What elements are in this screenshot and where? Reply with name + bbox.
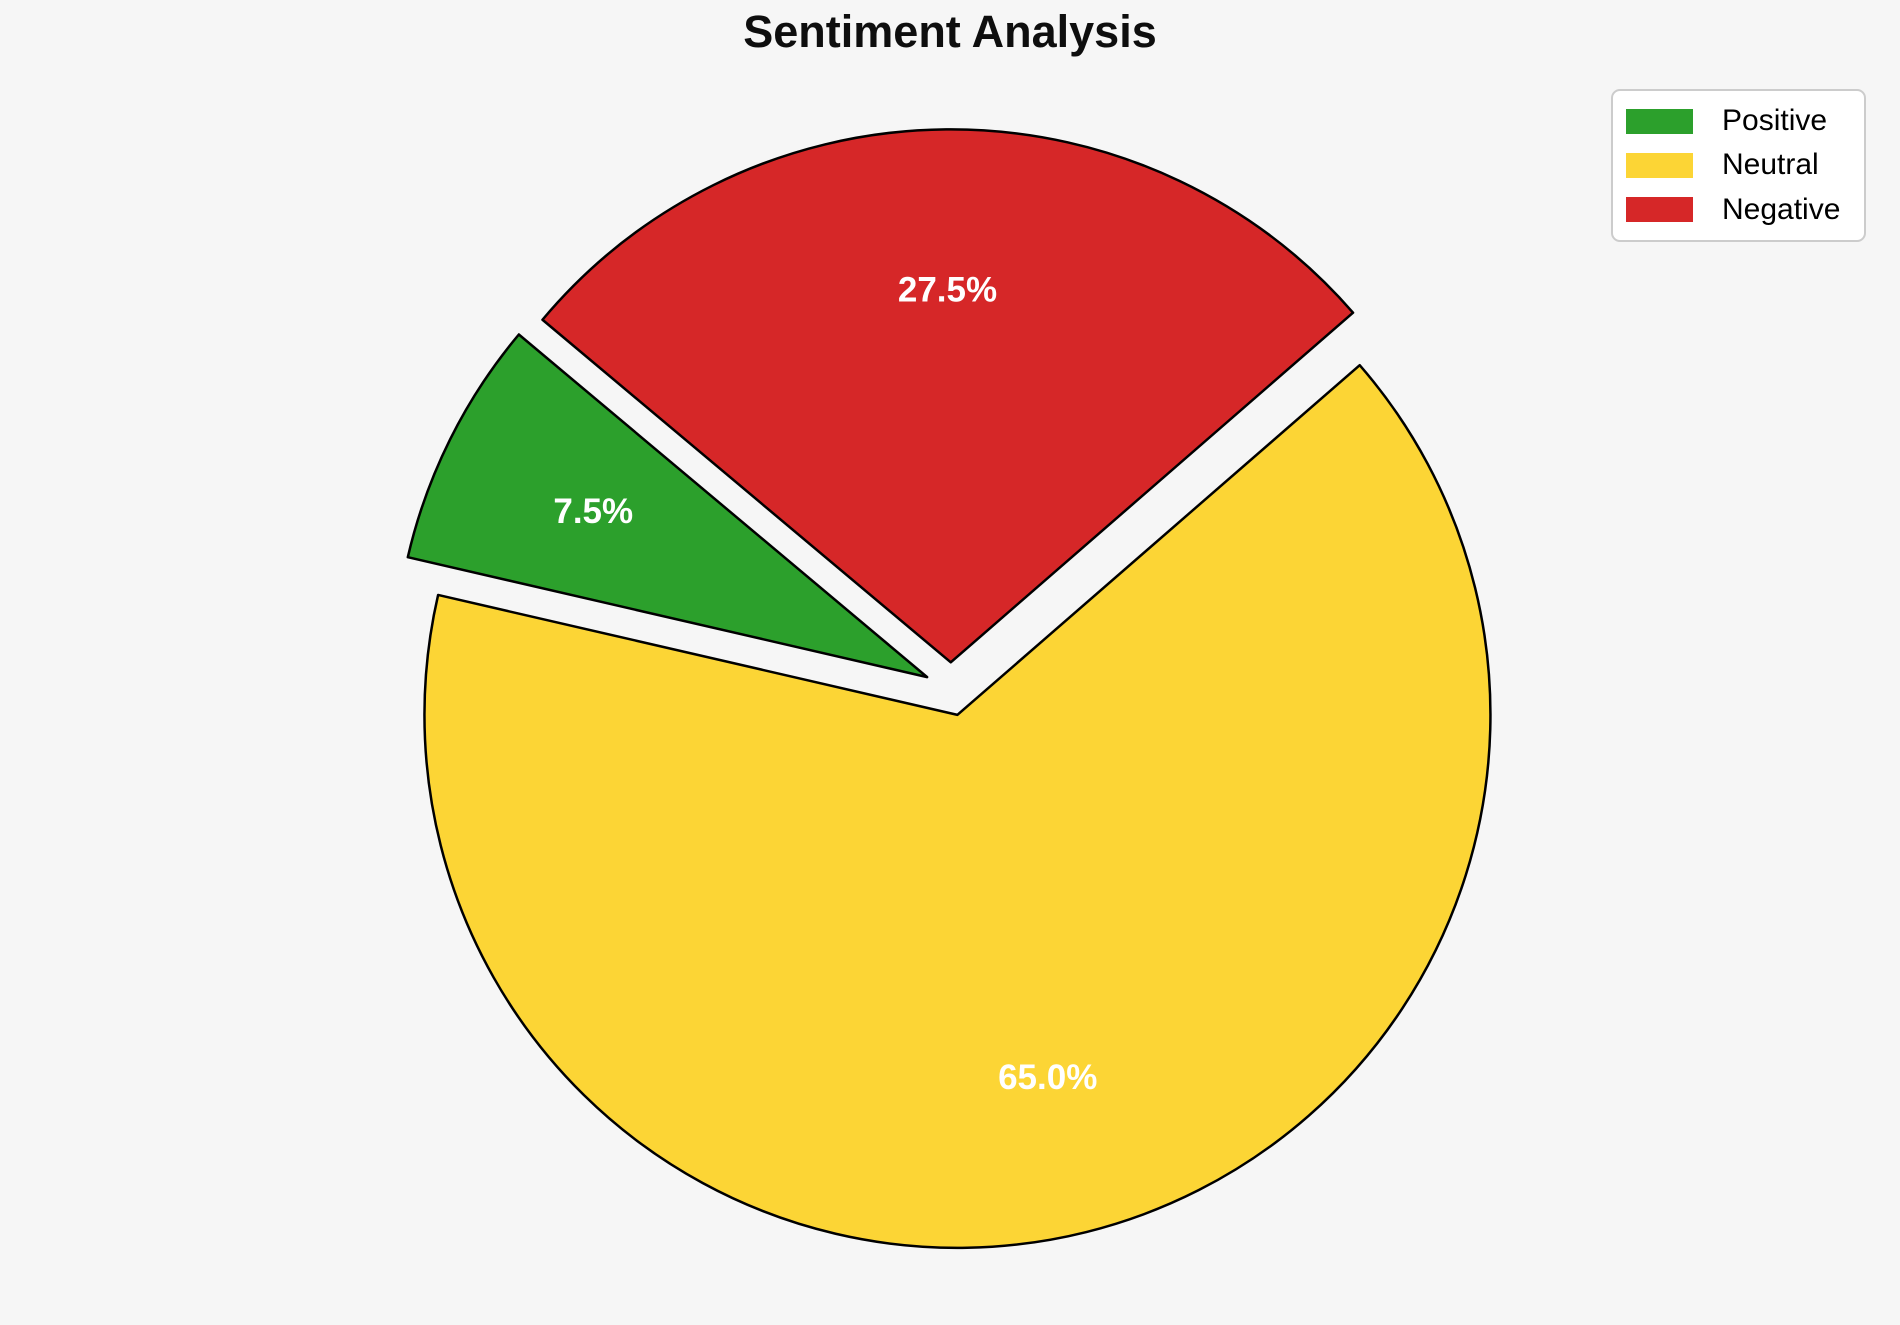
pie-slice-negative xyxy=(541,128,1355,664)
legend-swatch-positive xyxy=(1626,108,1693,134)
pie-slice-positive xyxy=(406,333,929,679)
pie-slice-neutral xyxy=(423,363,1492,1250)
legend-swatch-neutral xyxy=(1626,152,1693,178)
chart-title: Sentiment Analysis xyxy=(743,6,1157,57)
legend-item-negative: Negative xyxy=(1626,193,1852,227)
legend-item-neutral: Neutral xyxy=(1626,148,1852,182)
legend-label-positive: Positive xyxy=(1722,104,1828,138)
pie-percent-label-neutral: 65.0% xyxy=(998,1058,1097,1097)
pie-percent-label-negative: 27.5% xyxy=(898,271,997,310)
legend-swatch-negative xyxy=(1626,197,1693,223)
legend-label-neutral: Neutral xyxy=(1722,148,1819,182)
legend-label-negative: Negative xyxy=(1722,192,1841,226)
legend-item-positive: Positive xyxy=(1626,104,1852,138)
pie-percent-label-positive: 7.5% xyxy=(553,492,633,531)
legend: Positive Neutral Negative xyxy=(1611,89,1866,242)
